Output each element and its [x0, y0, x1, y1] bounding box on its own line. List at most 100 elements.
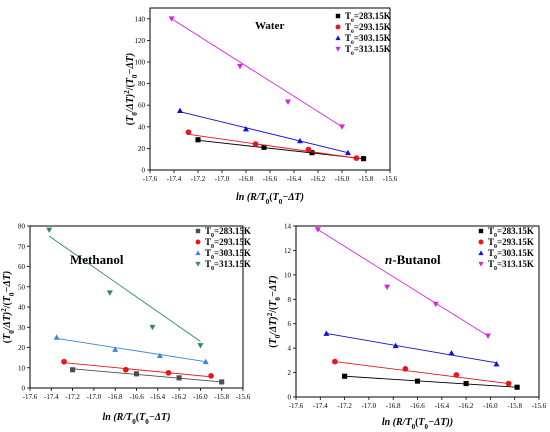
- legend-label: T0=313.15K: [488, 259, 534, 272]
- y-tick-label: 14: [284, 223, 292, 231]
- legend-marker: [478, 228, 484, 234]
- fit-line-1: [188, 133, 357, 159]
- x-tick-label: -17.0: [215, 175, 230, 183]
- data-point: [219, 379, 225, 385]
- data-point: [46, 227, 53, 234]
- chart-butanol: -17.6 -17.4 -17.2 -17.0 -16.8 -16.6 -16.4 -16.2…: [266, 223, 547, 432]
- legend-marker: [195, 239, 201, 245]
- x-tick-label: -16.2: [172, 393, 187, 401]
- data-point: [285, 99, 291, 105]
- x-axis-label: ln (R/T0(T0−ΔT)): [382, 417, 453, 431]
- y-tick-label: 60: [138, 102, 146, 110]
- y-tick-label: 12: [284, 247, 292, 255]
- chart-methanol: -17.6 -17.4 -17.2 -17.0 -16.8 -16.6 -16.4 -16.2…: [0, 223, 251, 427]
- data-point: [243, 125, 249, 132]
- y-tick-label: 10: [18, 364, 26, 372]
- data-point: [123, 366, 129, 373]
- x-tick-label: -17.4: [44, 393, 59, 401]
- data-point: [252, 141, 259, 147]
- y-axis-label: (T0/ΔT)2/(T0−ΔT): [266, 275, 282, 347]
- x-tick-label: -17.6: [23, 393, 38, 401]
- x-tick-label: -17.2: [337, 402, 352, 410]
- x-tick-label: -16.6: [263, 175, 278, 183]
- data-point: [297, 137, 303, 144]
- legend-label: T0=313.15K: [345, 44, 391, 57]
- x-tick-label: -15.6: [383, 175, 398, 183]
- data-point: [493, 361, 500, 367]
- legend-marker: [195, 261, 201, 267]
- data-point: [133, 371, 140, 377]
- legend-marker: [335, 13, 341, 19]
- legend-marker: [335, 35, 341, 41]
- x-tick-label: -16.6: [410, 402, 425, 410]
- y-tick-label: 0: [288, 394, 292, 402]
- data-point: [514, 384, 520, 390]
- x-tick-label: -15.8: [507, 402, 522, 410]
- data-point: [195, 137, 201, 143]
- x-axis-label: ln (R/T0(T0−ΔT): [236, 192, 304, 206]
- y-tick-label: 2: [288, 369, 292, 377]
- data-point: [463, 381, 469, 387]
- data-point: [453, 372, 460, 378]
- legend-label: T0=293.15K: [205, 237, 251, 250]
- x-tick-label: -15.6: [236, 393, 251, 401]
- fit-line-0: [344, 375, 518, 388]
- x-tick-label: -17.6: [289, 402, 304, 410]
- y-tick-label: 50: [18, 283, 26, 291]
- fit-line-3: [48, 235, 201, 342]
- data-point: [112, 346, 119, 352]
- x-tick-label: -17.4: [167, 175, 182, 183]
- x-tick-label: -15.8: [359, 175, 374, 183]
- x-tick-label: -16.4: [151, 393, 166, 401]
- data-point: [414, 378, 421, 384]
- data-point: [156, 352, 163, 358]
- y-tick-label: 60: [18, 263, 26, 271]
- data-point: [332, 358, 338, 365]
- legend-marker: [478, 239, 484, 245]
- data-point: [484, 333, 491, 339]
- y-tick-label: 120: [135, 37, 146, 45]
- fit-line-1: [64, 362, 212, 378]
- x-tick-label: -16.0: [335, 175, 350, 183]
- x-tick-label: -16.2: [459, 402, 474, 410]
- x-tick-label: -16.0: [193, 393, 208, 401]
- fit-line-2: [56, 337, 206, 363]
- x-tick-label: -16.8: [108, 393, 123, 401]
- panel-title: Water: [255, 20, 284, 32]
- x-tick-label: -17.0: [87, 393, 102, 401]
- x-tick-label: -15.6: [532, 402, 547, 410]
- data-point: [208, 373, 214, 379]
- x-tick-label: -16.8: [386, 402, 401, 410]
- x-tick-label: -16.2: [311, 175, 326, 183]
- x-tick-label: -17.6: [143, 175, 158, 183]
- panel-title: n-Butanol: [385, 252, 441, 267]
- legend-label: T0=303.15K: [205, 248, 251, 261]
- data-point: [323, 330, 330, 336]
- fit-line-2: [326, 333, 497, 364]
- data-point: [185, 129, 192, 136]
- data-point: [106, 290, 113, 296]
- legend-label: T0=283.15K: [205, 226, 251, 239]
- x-tick-label: -15.8: [214, 393, 229, 401]
- legend-marker: [195, 228, 201, 234]
- x-tick-label: -17.4: [313, 402, 328, 410]
- x-tick-label: -16.4: [435, 402, 450, 410]
- data-point: [165, 369, 172, 376]
- x-tick-label: -16.0: [483, 402, 498, 410]
- data-point: [402, 366, 409, 372]
- y-tick-label: 30: [18, 324, 26, 332]
- y-tick-label: 8: [288, 296, 292, 304]
- y-tick-label: 70: [18, 243, 26, 251]
- y-tick-label: 140: [135, 15, 146, 23]
- y-tick-label: 10: [284, 271, 292, 279]
- data-point: [168, 16, 175, 22]
- data-point: [176, 375, 182, 381]
- data-point: [149, 324, 156, 331]
- y-axis-label: (T0/ΔT)2/(T0−ΔT): [0, 271, 16, 343]
- data-point: [314, 227, 321, 233]
- legend-label: T0=303.15K: [488, 248, 534, 261]
- x-tick-label: -16.8: [239, 175, 254, 183]
- data-point: [61, 358, 67, 365]
- fit-line-2: [179, 111, 349, 154]
